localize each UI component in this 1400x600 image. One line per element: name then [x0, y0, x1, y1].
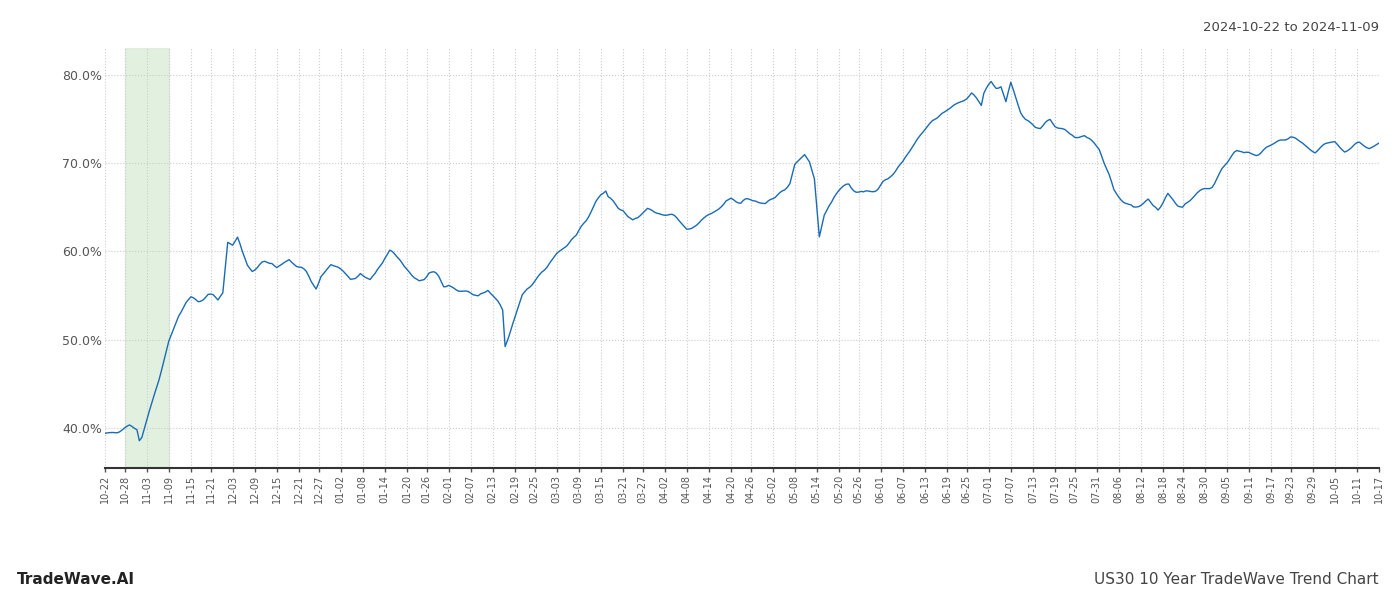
Text: 2024-10-22 to 2024-11-09: 2024-10-22 to 2024-11-09: [1203, 21, 1379, 34]
Text: US30 10 Year TradeWave Trend Chart: US30 10 Year TradeWave Trend Chart: [1095, 572, 1379, 587]
Text: TradeWave.AI: TradeWave.AI: [17, 572, 134, 587]
Bar: [125, 48, 169, 468]
